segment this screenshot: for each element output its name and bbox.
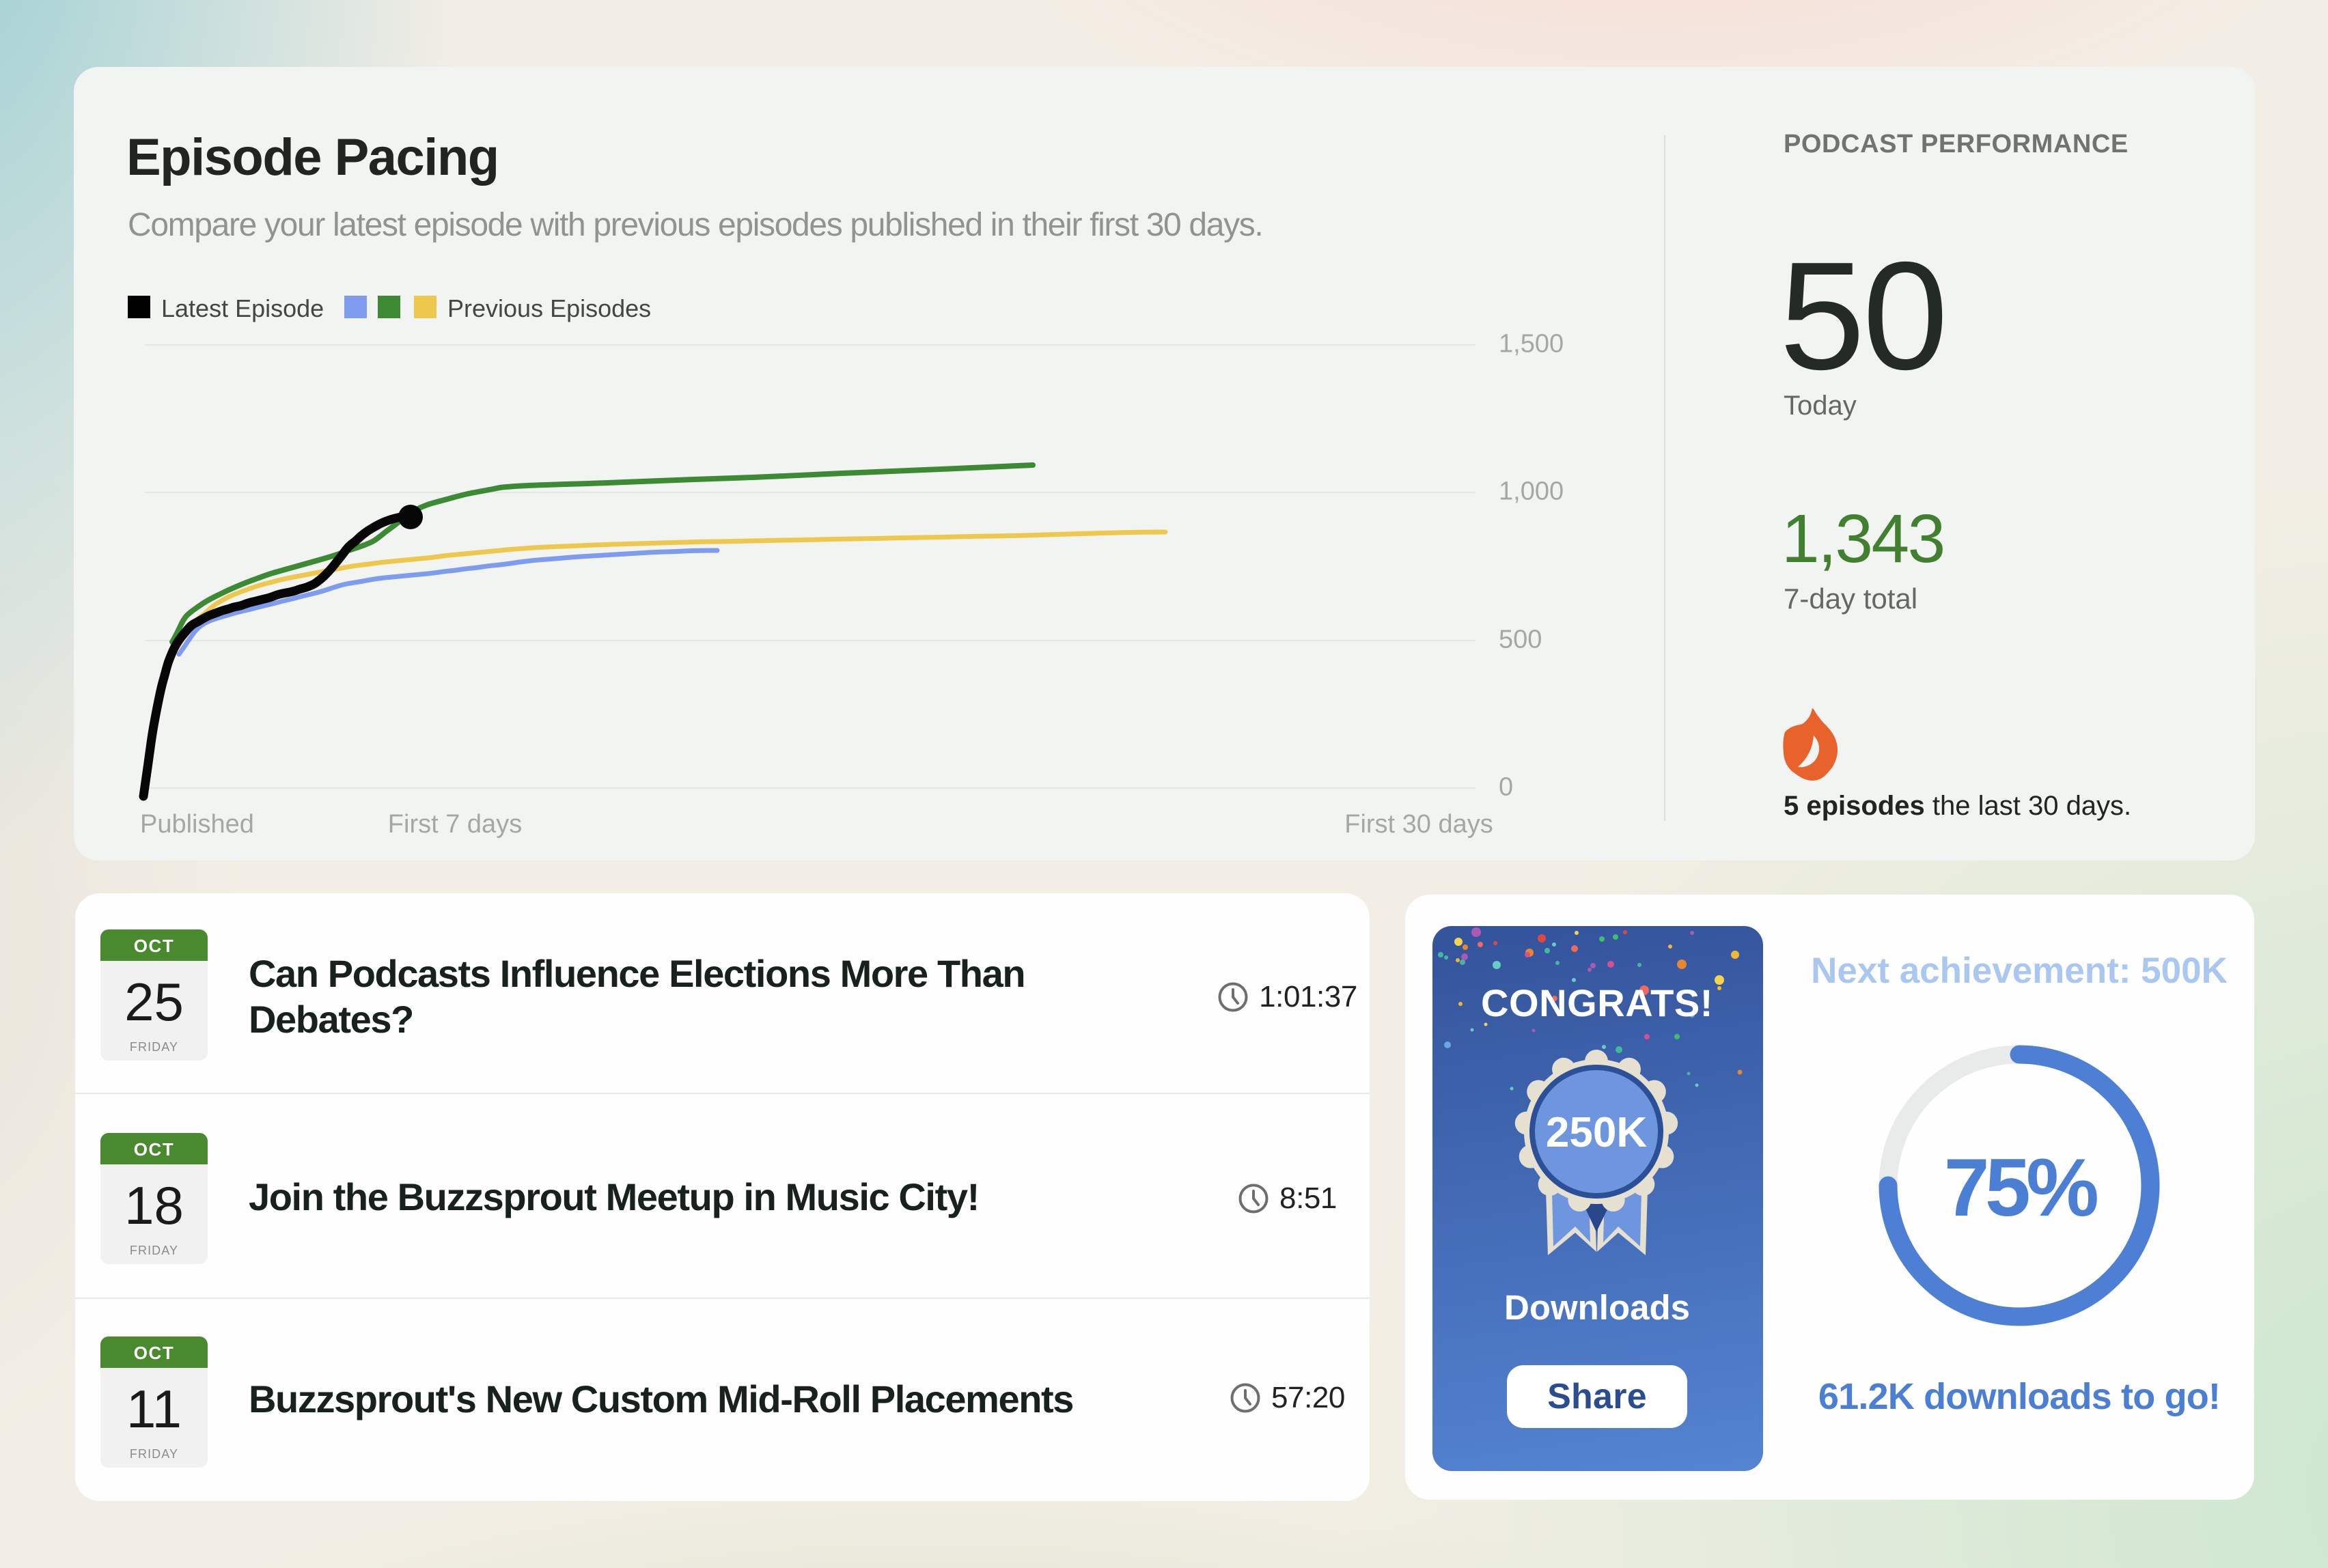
svg-text:250K: 250K xyxy=(1546,1109,1647,1156)
